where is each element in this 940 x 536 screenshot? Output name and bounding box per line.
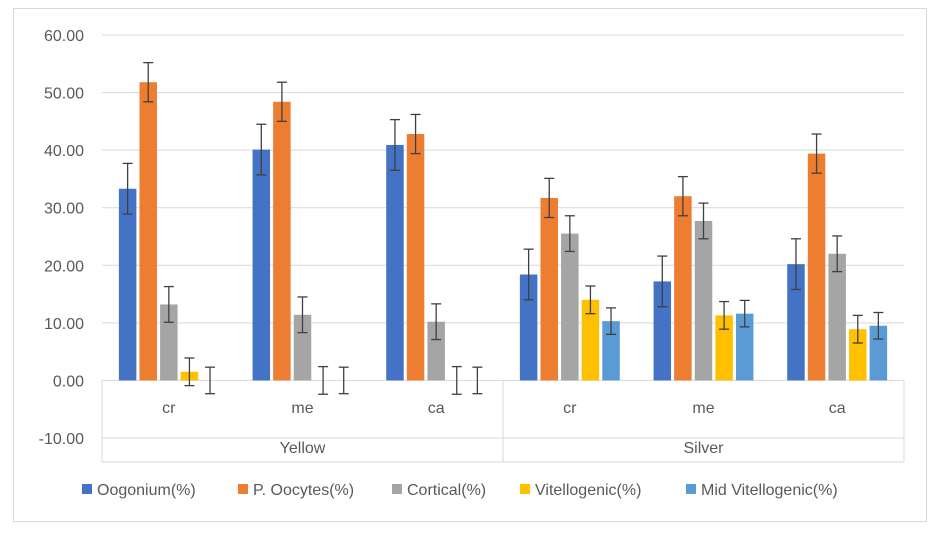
x-tick-label: cr bbox=[563, 400, 577, 417]
bar bbox=[849, 329, 867, 381]
x-tick-label: me bbox=[692, 400, 714, 417]
y-tick-label: 50.00 bbox=[44, 86, 84, 103]
bar bbox=[519, 274, 538, 381]
x-tick-label: me bbox=[291, 400, 313, 417]
bar bbox=[386, 144, 404, 381]
bar bbox=[735, 313, 754, 381]
y-tick-label: 20.00 bbox=[44, 258, 84, 275]
bar bbox=[273, 101, 291, 381]
legend-swatch bbox=[82, 484, 92, 494]
y-tick-label: 40.00 bbox=[44, 143, 84, 160]
legend-label: Oogonium(%) bbox=[97, 482, 196, 499]
bar bbox=[118, 188, 137, 381]
bar bbox=[602, 321, 620, 381]
bar bbox=[561, 233, 579, 381]
bar bbox=[828, 253, 846, 381]
bar bbox=[427, 321, 445, 381]
x-group-label: Silver bbox=[683, 440, 724, 457]
y-tick-label: 10.00 bbox=[44, 316, 84, 333]
legend-label: Mid Vitellogenic(%) bbox=[701, 482, 838, 499]
x-tick-label: cr bbox=[162, 400, 176, 417]
legend-label: Cortical(%) bbox=[407, 482, 486, 499]
legend-swatch bbox=[520, 484, 530, 494]
bar bbox=[252, 149, 271, 381]
legend-swatch bbox=[238, 484, 248, 494]
bar bbox=[160, 304, 178, 381]
bar bbox=[139, 82, 157, 381]
y-tick-label: 0.00 bbox=[53, 373, 84, 390]
bar bbox=[540, 197, 558, 381]
bar bbox=[581, 299, 600, 381]
y-tick-label: -10.00 bbox=[39, 431, 84, 448]
x-tick-label: ca bbox=[829, 400, 846, 417]
x-tick-label: ca bbox=[428, 400, 445, 417]
legend-swatch bbox=[392, 484, 402, 494]
bar bbox=[807, 153, 826, 381]
bar bbox=[293, 314, 312, 381]
legend-label: Vitellogenic(%) bbox=[535, 482, 641, 499]
bar bbox=[674, 196, 692, 381]
y-tick-label: 30.00 bbox=[44, 201, 84, 218]
y-tick-label: 60.00 bbox=[44, 28, 84, 45]
bar bbox=[715, 315, 733, 381]
bar bbox=[694, 220, 713, 381]
legend-swatch bbox=[686, 484, 696, 494]
bar bbox=[787, 264, 805, 381]
x-group-label: Yellow bbox=[280, 440, 326, 457]
legend-label: P. Oocytes(%) bbox=[253, 482, 354, 499]
chart-frame bbox=[13, 8, 927, 522]
bar bbox=[406, 134, 425, 381]
